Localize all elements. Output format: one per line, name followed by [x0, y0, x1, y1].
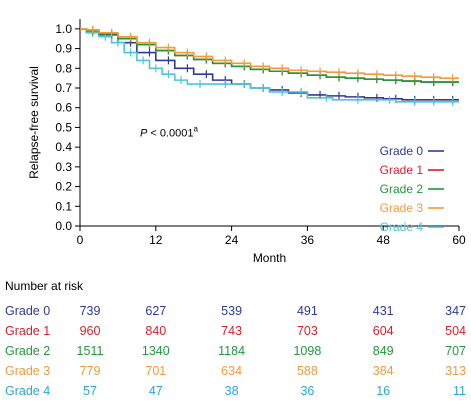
legend: Grade 0 Grade 1 Grade 2 Grade 3 Grade 4 — [380, 144, 444, 234]
y-tick-label: 1.0 — [55, 22, 72, 36]
risk-value: 1184 — [218, 344, 246, 358]
y-tick-label: 0.8 — [55, 61, 72, 75]
y-tick-label: 0.3 — [55, 160, 72, 174]
censor-marks-grade-1 — [92, 26, 454, 87]
risk-value: 840 — [145, 324, 167, 338]
risk-value: 960 — [79, 324, 101, 338]
risk-value: 739 — [79, 304, 101, 318]
risk-value: 588 — [296, 364, 318, 378]
risk-value: 634 — [221, 364, 243, 378]
risk-value: 539 — [221, 304, 243, 318]
y-tick-label: 0.1 — [55, 199, 72, 213]
risk-value: 11 — [453, 384, 466, 398]
censor-marks-grade-4 — [92, 28, 454, 106]
risk-value: 431 — [372, 304, 394, 318]
risk-value: 36 — [300, 384, 315, 398]
y-tick-label: 0.7 — [55, 81, 72, 95]
risk-row-label: Grade 1 — [5, 324, 51, 338]
risk-table-title: Number at risk — [5, 279, 84, 293]
risk-value: 701 — [145, 364, 167, 378]
x-tick-label: 0 — [77, 233, 84, 247]
y-axis-label: Relapse-free survival — [27, 66, 41, 179]
x-axis-label: Month — [253, 251, 286, 265]
risk-row-label: Grade 0 — [5, 304, 51, 318]
legend-label-grade-3: Grade 3 — [380, 201, 424, 215]
risk-value: 504 — [445, 324, 466, 338]
risk-value: 1511 — [76, 344, 104, 358]
risk-value: 384 — [372, 364, 394, 378]
risk-row: Grade 4 57 47 38 36 16 11 — [0, 384, 471, 400]
survival-curves — [80, 25, 459, 106]
risk-value: 627 — [145, 304, 167, 318]
risk-row-label: Grade 4 — [5, 384, 51, 398]
censor-marks-grade-3 — [92, 25, 454, 83]
p-value-annotation: P < 0.0001a — [140, 124, 199, 139]
risk-value: 1098 — [293, 344, 322, 358]
risk-value: 313 — [445, 364, 466, 378]
censor-marks-grade-2 — [92, 26, 454, 87]
survival-chart: 0.0 0.1 0.2 0.3 0.4 0.5 0.6 0.7 0.8 0.9 1.0 0 12 24 36… — [27, 19, 466, 265]
y-tick-label: 0.6 — [55, 101, 72, 115]
risk-value: 703 — [296, 324, 318, 338]
y-tick-label: 0.5 — [55, 120, 72, 134]
risk-row: Grade 1 960 840 743 703 604 504 — [0, 324, 471, 340]
risk-value: 707 — [445, 344, 466, 358]
legend-label-grade-0: Grade 0 — [380, 144, 424, 158]
legend-label-grade-4: Grade 4 — [380, 220, 424, 234]
risk-row-label: Grade 3 — [5, 364, 51, 378]
x-tick-label: 24 — [225, 233, 239, 247]
risk-value: 38 — [224, 384, 239, 398]
risk-row: Grade 0 739 627 539 491 431 347 — [0, 304, 471, 320]
x-tick-label: 48 — [377, 233, 391, 247]
y-tick-label: 0.9 — [55, 42, 72, 56]
x-tick-label: 36 — [301, 233, 315, 247]
x-tick-label: 12 — [149, 233, 163, 247]
risk-value: 57 — [83, 384, 97, 398]
risk-value: 779 — [79, 364, 101, 378]
legend-label-grade-1: Grade 1 — [380, 163, 424, 177]
risk-value: 743 — [221, 324, 243, 338]
risk-value: 16 — [376, 384, 391, 398]
risk-value: 47 — [148, 384, 163, 398]
risk-value: 604 — [372, 324, 394, 338]
risk-value: 347 — [445, 304, 466, 318]
y-tick-label: 0.4 — [55, 140, 72, 154]
x-tick-label: 60 — [452, 233, 466, 247]
axes: 0.0 0.1 0.2 0.3 0.4 0.5 0.6 0.7 0.8 0.9 1.0 0 12 24 36… — [55, 19, 466, 247]
risk-row: Grade 3 779 701 634 588 384 313 — [0, 364, 471, 380]
y-tick-label: 0.0 — [55, 219, 72, 233]
legend-label-grade-2: Grade 2 — [380, 182, 424, 196]
risk-value: 849 — [372, 344, 394, 358]
risk-row-label: Grade 2 — [5, 344, 51, 358]
risk-row: Grade 2 1511 1340 1184 1098 849 707 — [0, 344, 471, 360]
risk-value: 1340 — [141, 344, 170, 358]
y-tick-label: 0.2 — [55, 180, 72, 194]
curve-grade-4 — [80, 28, 459, 103]
risk-value: 491 — [296, 304, 318, 318]
curve-grade-3 — [80, 28, 459, 79]
